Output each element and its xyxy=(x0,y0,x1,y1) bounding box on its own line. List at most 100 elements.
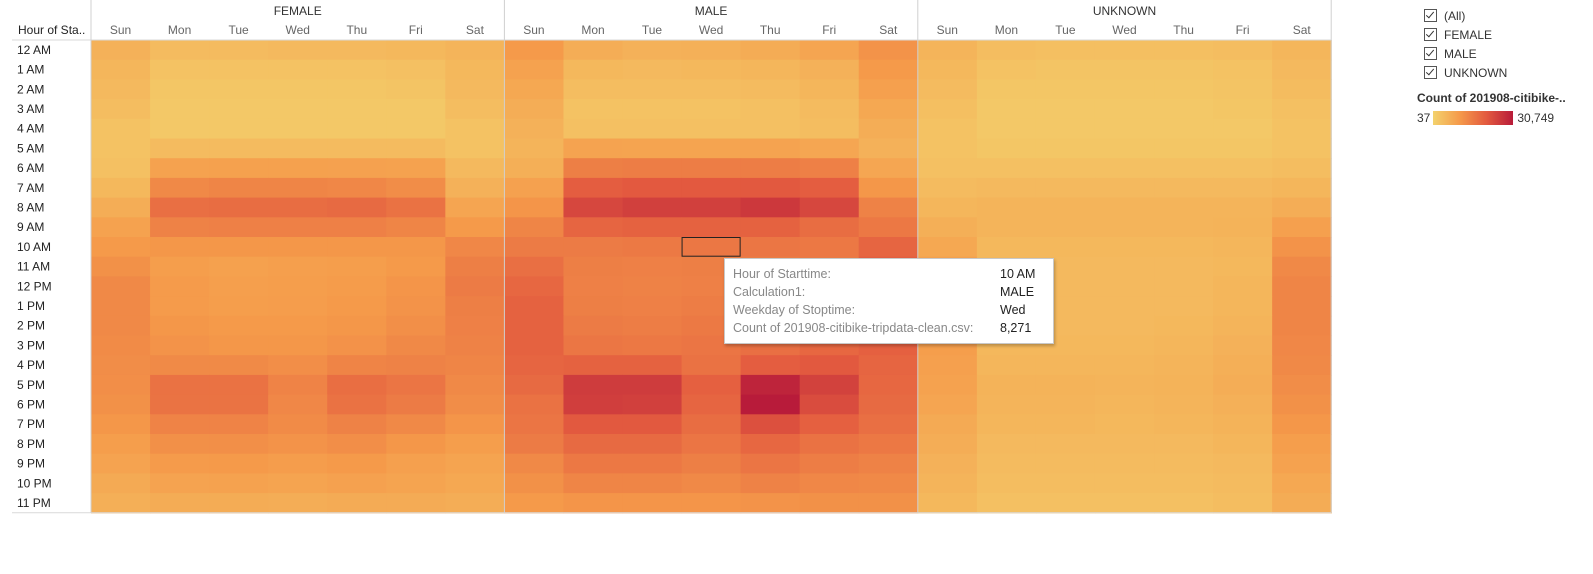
group-header: FEMALE xyxy=(274,4,322,18)
heatmap-cell xyxy=(563,79,624,100)
heatmap-cell xyxy=(1213,237,1273,258)
heatmap-cell xyxy=(91,394,151,415)
filter-option-label: (All) xyxy=(1444,8,1466,23)
heatmap-cell xyxy=(1035,355,1096,376)
heatmap-cell xyxy=(681,79,742,100)
heatmap-cell xyxy=(976,237,1037,258)
checkbox-checked-icon[interactable] xyxy=(1424,9,1437,22)
heatmap-cell xyxy=(1154,118,1214,140)
filter-option-label: UNKNOWN xyxy=(1444,65,1508,80)
heatmap-cell xyxy=(917,59,978,80)
heatmap-cell xyxy=(327,138,387,159)
heatmap-cell xyxy=(327,335,387,356)
heatmap-cell xyxy=(563,59,624,80)
checkbox-checked-icon[interactable] xyxy=(1424,66,1437,79)
heatmap-cell xyxy=(1272,374,1332,396)
heatmap-cell xyxy=(150,99,210,120)
heatmap-cell xyxy=(976,493,1037,514)
heatmap-cell xyxy=(740,434,801,455)
heatmap-cell xyxy=(976,473,1037,494)
heatmap-cell xyxy=(563,118,624,140)
heatmap-cell xyxy=(209,276,269,297)
heatmap-cell xyxy=(1272,99,1332,120)
heatmap-cell xyxy=(386,217,446,238)
heatmap-cell xyxy=(327,99,387,120)
heatmap-cell xyxy=(209,394,269,415)
heatmap-cell xyxy=(681,434,742,455)
heatmap-cell xyxy=(209,414,269,435)
heatmap-cell xyxy=(445,197,505,218)
heatmap-cell xyxy=(1035,217,1096,238)
heatmap-cell xyxy=(1154,40,1214,61)
filter-option-male[interactable]: MALE xyxy=(1424,44,1507,63)
day-label: Fri xyxy=(409,23,423,37)
heatmap-cell xyxy=(150,138,210,159)
heatmap-cell xyxy=(1094,473,1155,494)
heatmap-cell xyxy=(740,40,801,61)
heatmap-cell xyxy=(268,355,328,376)
heatmap-cell xyxy=(917,453,978,474)
heatmap-cell xyxy=(327,79,387,100)
heatmap-cell xyxy=(799,394,860,415)
day-label: Wed xyxy=(285,23,309,37)
heatmap-cell xyxy=(1154,177,1214,199)
heatmap-cell xyxy=(209,256,269,277)
heatmap-cell xyxy=(1272,394,1332,415)
heatmap-cell xyxy=(91,256,151,277)
heatmap-cell xyxy=(445,217,505,238)
tooltip-row: Count of 201908-citibike-tripdata-clean.… xyxy=(733,321,1047,339)
checkbox-checked-icon[interactable] xyxy=(1424,47,1437,60)
heatmap-cell xyxy=(209,197,269,218)
heatmap-cell xyxy=(563,493,624,514)
heatmap-cell xyxy=(1272,256,1332,277)
heatmap-cell xyxy=(858,138,919,159)
heatmap-cell xyxy=(504,296,565,317)
heatmap-cell xyxy=(799,453,860,474)
heatmap-cell xyxy=(386,414,446,435)
day-label: Sun xyxy=(937,23,958,37)
heatmap-cell xyxy=(445,256,505,277)
filter-option-female[interactable]: FEMALE xyxy=(1424,25,1507,44)
heatmap-cell xyxy=(917,138,978,159)
heatmap-cell xyxy=(268,473,328,494)
heatmap-cell xyxy=(327,414,387,435)
heatmap-cell xyxy=(445,138,505,159)
heatmap-cell xyxy=(209,138,269,159)
heatmap-cell xyxy=(1094,118,1155,140)
heatmap-cell xyxy=(622,177,683,199)
heatmap-cell xyxy=(386,335,446,356)
heatmap-cell xyxy=(91,414,151,435)
heatmap-cell xyxy=(563,158,624,179)
heatmap-cell xyxy=(1035,158,1096,179)
checkbox-checked-icon[interactable] xyxy=(1424,28,1437,41)
heatmap-cell xyxy=(1094,79,1155,100)
heatmap-cell xyxy=(1094,434,1155,455)
heatmap-cell xyxy=(504,374,565,396)
filter-option-unknown[interactable]: UNKNOWN xyxy=(1424,63,1507,82)
heatmap-cell xyxy=(150,394,210,415)
day-label: Mon xyxy=(581,23,604,37)
heatmap-cell xyxy=(622,79,683,100)
heatmap-cell xyxy=(1154,315,1214,337)
day-label: Fri xyxy=(1236,23,1250,37)
heatmap-cell xyxy=(91,493,151,514)
heatmap-cell xyxy=(386,315,446,337)
tooltip-value: 8,271 xyxy=(1000,321,1032,335)
heatmap-cell xyxy=(1035,414,1096,435)
heatmap-cell xyxy=(976,40,1037,61)
heatmap-cell xyxy=(268,138,328,159)
heatmap-cell xyxy=(327,315,387,337)
heatmap-cell xyxy=(1213,197,1273,218)
heatmap-cell xyxy=(327,177,387,199)
heatmap-cell xyxy=(976,138,1037,159)
heatmap-cell xyxy=(268,276,328,297)
heatmap-cell xyxy=(1035,394,1096,415)
filter-option-all[interactable]: (All) xyxy=(1424,6,1507,25)
tooltip-row: Hour of Starttime: 10 AM xyxy=(733,267,1047,285)
heatmap-cell xyxy=(386,276,446,297)
heatmap-cell xyxy=(740,374,801,396)
heatmap-cell xyxy=(1094,355,1155,376)
heatmap-cell xyxy=(622,59,683,80)
heatmap-cell xyxy=(209,493,269,514)
heatmap-cell xyxy=(1035,79,1096,100)
